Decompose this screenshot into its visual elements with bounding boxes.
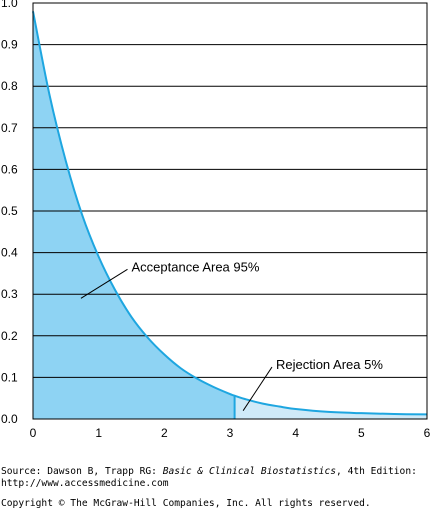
acceptance-area-label: Acceptance Area 95% [132, 259, 260, 274]
source-title: Basic & Clinical Biostatistics [162, 466, 337, 477]
source-line: Source: Dawson B, Trapp RG: Basic & Clin… [1, 466, 417, 478]
annotation-leader-line [242, 366, 273, 411]
rejection-area [234, 395, 427, 419]
source-url[interactable]: http://www.accessmedicine.com [1, 478, 169, 489]
y-tick-label: 0.4 [1, 246, 18, 260]
copyright-line: Copyright © The McGraw-Hill Companies, I… [1, 498, 371, 509]
x-tick-label: 1 [95, 426, 102, 440]
y-tick-label: 0.9 [1, 38, 18, 52]
y-tick-label: 0.7 [1, 121, 18, 135]
f-distribution-chart: 0.0 0.1 0.2 0.3 0.4 0.5 0.6 0.7 0.8 0.9 1.0 0 1 2 3 4 5 6… [1, 0, 430, 440]
y-tick-label: 0.6 [1, 162, 18, 176]
rejection-area-label: Rejection Area 5% [276, 357, 383, 372]
x-tick-label: 2 [161, 426, 168, 440]
x-tick-label: 6 [424, 426, 430, 440]
y-tick-label: 0.0 [1, 412, 18, 426]
y-tick-label: 0.3 [1, 287, 18, 301]
y-tick-label: 1.0 [1, 0, 18, 10]
source-suffix: , 4th Edition: [336, 466, 417, 477]
annotation-leader-line [80, 268, 128, 299]
density-curve [32, 11, 428, 416]
x-tick-label: 4 [292, 426, 299, 440]
acceptance-area [33, 11, 235, 419]
y-tick-label: 0.2 [1, 329, 18, 343]
y-tick-label: 0.1 [1, 370, 18, 384]
y-tick-label: 0.5 [1, 204, 18, 218]
x-tick-label: 5 [358, 426, 365, 440]
x-tick-label: 0 [30, 426, 37, 440]
y-tick-label: 0.8 [1, 79, 18, 93]
source-prefix: Source: Dawson B, Trapp RG: [1, 466, 163, 477]
plot-frame [32, 2, 428, 420]
x-tick-label: 3 [227, 426, 234, 440]
